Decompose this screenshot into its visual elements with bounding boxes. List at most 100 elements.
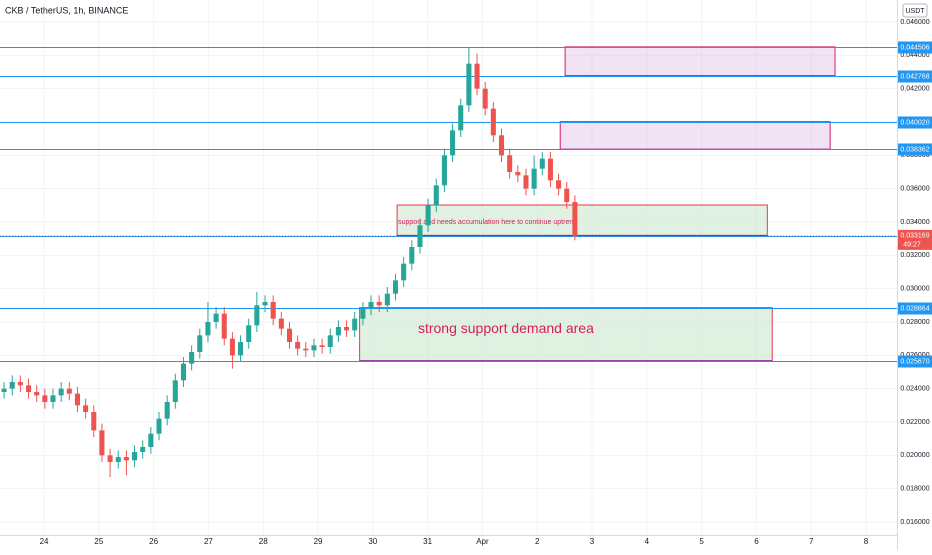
- y-tick-label: 0.024000: [900, 386, 929, 393]
- candle-body: [433, 185, 439, 206]
- candle-body: [278, 318, 284, 329]
- candle-body: [564, 188, 570, 202]
- candle-body: [352, 318, 358, 331]
- candle-body: [368, 302, 374, 309]
- candle-body: [34, 392, 40, 396]
- candle-body: [547, 158, 553, 181]
- candle-body: [50, 395, 56, 402]
- candle-body: [474, 63, 480, 89]
- zone-text: support and needs accumulation here to c…: [398, 219, 577, 226]
- level-label: 0.042768: [900, 73, 929, 80]
- y-tick-label: 0.034000: [900, 219, 929, 226]
- x-tick-label: 3: [590, 537, 595, 546]
- candle-body: [221, 313, 227, 339]
- candle-body: [156, 418, 162, 434]
- candle-body: [335, 327, 341, 336]
- currency-label[interactable]: USDT: [905, 8, 925, 15]
- zone: [396, 204, 768, 237]
- x-tick-label: 26: [149, 537, 158, 546]
- level-tag: [898, 302, 932, 315]
- candle-body: [458, 105, 464, 131]
- candle-body: [83, 405, 89, 412]
- candle-body: [384, 293, 390, 306]
- candle-body: [91, 412, 97, 431]
- countdown-label: 49:27: [903, 242, 921, 249]
- x-tick-label: 29: [314, 537, 323, 546]
- candle-body: [286, 328, 293, 342]
- zone: [564, 46, 836, 77]
- candle-body: [26, 385, 32, 392]
- level-label: 0.038362: [900, 146, 929, 153]
- candle-body: [450, 130, 456, 156]
- candle-body: [482, 88, 488, 109]
- y-tick-label: 0.016000: [900, 519, 929, 526]
- x-tick-label: 6: [754, 537, 759, 546]
- candle-body: [311, 345, 317, 351]
- candle-body: [344, 327, 350, 331]
- candle-body: [180, 363, 187, 381]
- currency-box[interactable]: [902, 3, 928, 18]
- x-tick-label: 8: [864, 537, 869, 546]
- candle-body: [376, 302, 382, 306]
- candle-body: [490, 108, 496, 136]
- candle-body: [148, 433, 154, 447]
- zone-text: strong support demand area: [418, 320, 594, 336]
- level-tag: [898, 143, 932, 156]
- candle-body: [303, 348, 309, 351]
- x-tick-label: 28: [259, 537, 268, 546]
- candle-body: [441, 155, 447, 186]
- candle-body: [229, 338, 235, 356]
- level-label: 0.028864: [900, 305, 929, 312]
- candle-body: [392, 280, 399, 294]
- y-tick-label: 0.042000: [900, 86, 929, 93]
- zone: [559, 121, 831, 150]
- y-tick-label: 0.044000: [900, 52, 929, 59]
- candle-body: [213, 313, 219, 322]
- candle-body: [42, 395, 48, 402]
- candle-body: [164, 402, 170, 419]
- level-tag: [898, 70, 932, 83]
- candle-body: [319, 345, 325, 347]
- level-label: 0.044506: [900, 44, 929, 51]
- candle-body: [262, 302, 268, 306]
- candle-body: [295, 342, 301, 349]
- candle-body: [498, 135, 505, 156]
- candle-body: [417, 225, 423, 247]
- candle-body: [58, 388, 64, 396]
- candle-body: [132, 452, 138, 461]
- candle-body: [115, 457, 121, 462]
- candle-body: [572, 202, 578, 236]
- candle-body: [17, 382, 23, 386]
- x-tick-label: 2: [535, 537, 540, 546]
- candle-body: [409, 247, 415, 264]
- y-tick-label: 0.046000: [900, 19, 929, 26]
- level-label: 0.040020: [900, 119, 929, 126]
- x-tick-label: 24: [40, 537, 49, 546]
- candle-body: [254, 305, 260, 326]
- last-price-label: 0.033169: [900, 233, 929, 240]
- candle-body: [425, 205, 431, 226]
- candle-body: [205, 322, 211, 336]
- x-tick-label: 31: [423, 537, 432, 546]
- level-tag: [898, 355, 932, 368]
- candle-body: [401, 263, 407, 281]
- candle-body: [507, 155, 513, 172]
- candle-body: [99, 430, 105, 456]
- y-tick-label: 0.030000: [900, 286, 929, 293]
- candle-body: [539, 158, 545, 169]
- candle-body: [74, 393, 80, 406]
- candle-body: [531, 168, 537, 189]
- zone: [359, 307, 773, 362]
- candle-body: [107, 455, 113, 462]
- y-tick-label: 0.038000: [900, 152, 929, 159]
- candle-body: [197, 335, 203, 352]
- y-tick-label: 0.020000: [900, 452, 929, 459]
- candle-body: [270, 302, 276, 319]
- level-label: 0.025670: [900, 358, 929, 365]
- candle-body: [172, 380, 178, 402]
- candle-body: [466, 63, 472, 106]
- y-tick-label: 0.028000: [900, 319, 929, 326]
